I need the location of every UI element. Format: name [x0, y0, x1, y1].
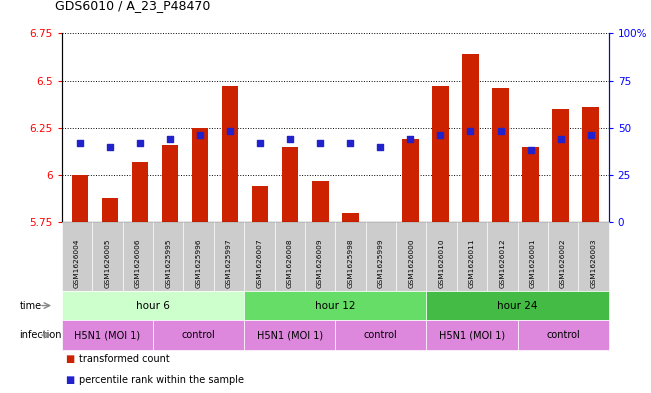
Text: GDS6010 / A_23_P48470: GDS6010 / A_23_P48470: [55, 0, 211, 12]
Text: hour 6: hour 6: [136, 301, 170, 310]
Bar: [192, 128, 208, 222]
Point: [525, 147, 536, 154]
Text: GSM1626006: GSM1626006: [135, 238, 141, 288]
Point: [375, 143, 385, 150]
Text: GSM1626005: GSM1626005: [104, 238, 111, 288]
Point: [495, 129, 506, 135]
Text: H5N1 (MOI 1): H5N1 (MOI 1): [439, 330, 505, 340]
Bar: [161, 145, 178, 222]
Bar: [282, 147, 298, 222]
Text: H5N1 (MOI 1): H5N1 (MOI 1): [256, 330, 323, 340]
Point: [135, 140, 145, 146]
Point: [436, 132, 446, 138]
Bar: [492, 88, 509, 222]
Text: ■: ■: [65, 375, 74, 385]
Point: [405, 136, 415, 142]
Bar: [222, 86, 238, 222]
Text: GSM1625997: GSM1625997: [226, 238, 232, 288]
Text: percentile rank within the sample: percentile rank within the sample: [79, 375, 244, 385]
Bar: [252, 186, 268, 222]
Point: [195, 132, 205, 138]
Point: [555, 136, 566, 142]
Bar: [583, 107, 599, 222]
Text: GSM1625996: GSM1625996: [195, 238, 202, 288]
Text: control: control: [364, 330, 398, 340]
Bar: [72, 175, 88, 222]
Text: hour 12: hour 12: [315, 301, 355, 310]
Point: [345, 140, 355, 146]
Point: [315, 140, 326, 146]
Text: GSM1626008: GSM1626008: [286, 238, 293, 288]
Bar: [132, 162, 148, 222]
Text: time: time: [20, 301, 42, 310]
Text: GSM1626004: GSM1626004: [74, 238, 80, 288]
Point: [465, 129, 476, 135]
Text: GSM1625995: GSM1625995: [165, 238, 171, 288]
Text: control: control: [182, 330, 215, 340]
Text: ■: ■: [65, 354, 74, 364]
Point: [285, 136, 296, 142]
Bar: [342, 213, 359, 222]
Text: control: control: [546, 330, 580, 340]
Text: GSM1626010: GSM1626010: [439, 238, 445, 288]
Text: GSM1626003: GSM1626003: [590, 238, 596, 288]
Text: GSM1626011: GSM1626011: [469, 238, 475, 288]
Point: [255, 140, 266, 146]
Text: GSM1626012: GSM1626012: [499, 238, 505, 288]
Text: infection: infection: [20, 330, 62, 340]
Point: [105, 143, 115, 150]
Bar: [552, 109, 569, 222]
Bar: [522, 147, 539, 222]
Point: [225, 129, 235, 135]
Text: GSM1626009: GSM1626009: [317, 238, 323, 288]
Point: [75, 140, 85, 146]
Bar: [402, 139, 419, 222]
Text: GSM1625998: GSM1625998: [348, 238, 353, 288]
Text: GSM1626000: GSM1626000: [408, 238, 414, 288]
Bar: [102, 198, 118, 222]
Text: GSM1626001: GSM1626001: [530, 238, 536, 288]
Text: GSM1625999: GSM1625999: [378, 238, 384, 288]
Point: [585, 132, 596, 138]
Text: GSM1626002: GSM1626002: [560, 238, 566, 288]
Bar: [312, 180, 329, 222]
Bar: [462, 54, 478, 222]
Text: hour 24: hour 24: [497, 301, 538, 310]
Text: transformed count: transformed count: [79, 354, 170, 364]
Text: GSM1626007: GSM1626007: [256, 238, 262, 288]
Bar: [432, 86, 449, 222]
Point: [165, 136, 175, 142]
Text: H5N1 (MOI 1): H5N1 (MOI 1): [74, 330, 141, 340]
